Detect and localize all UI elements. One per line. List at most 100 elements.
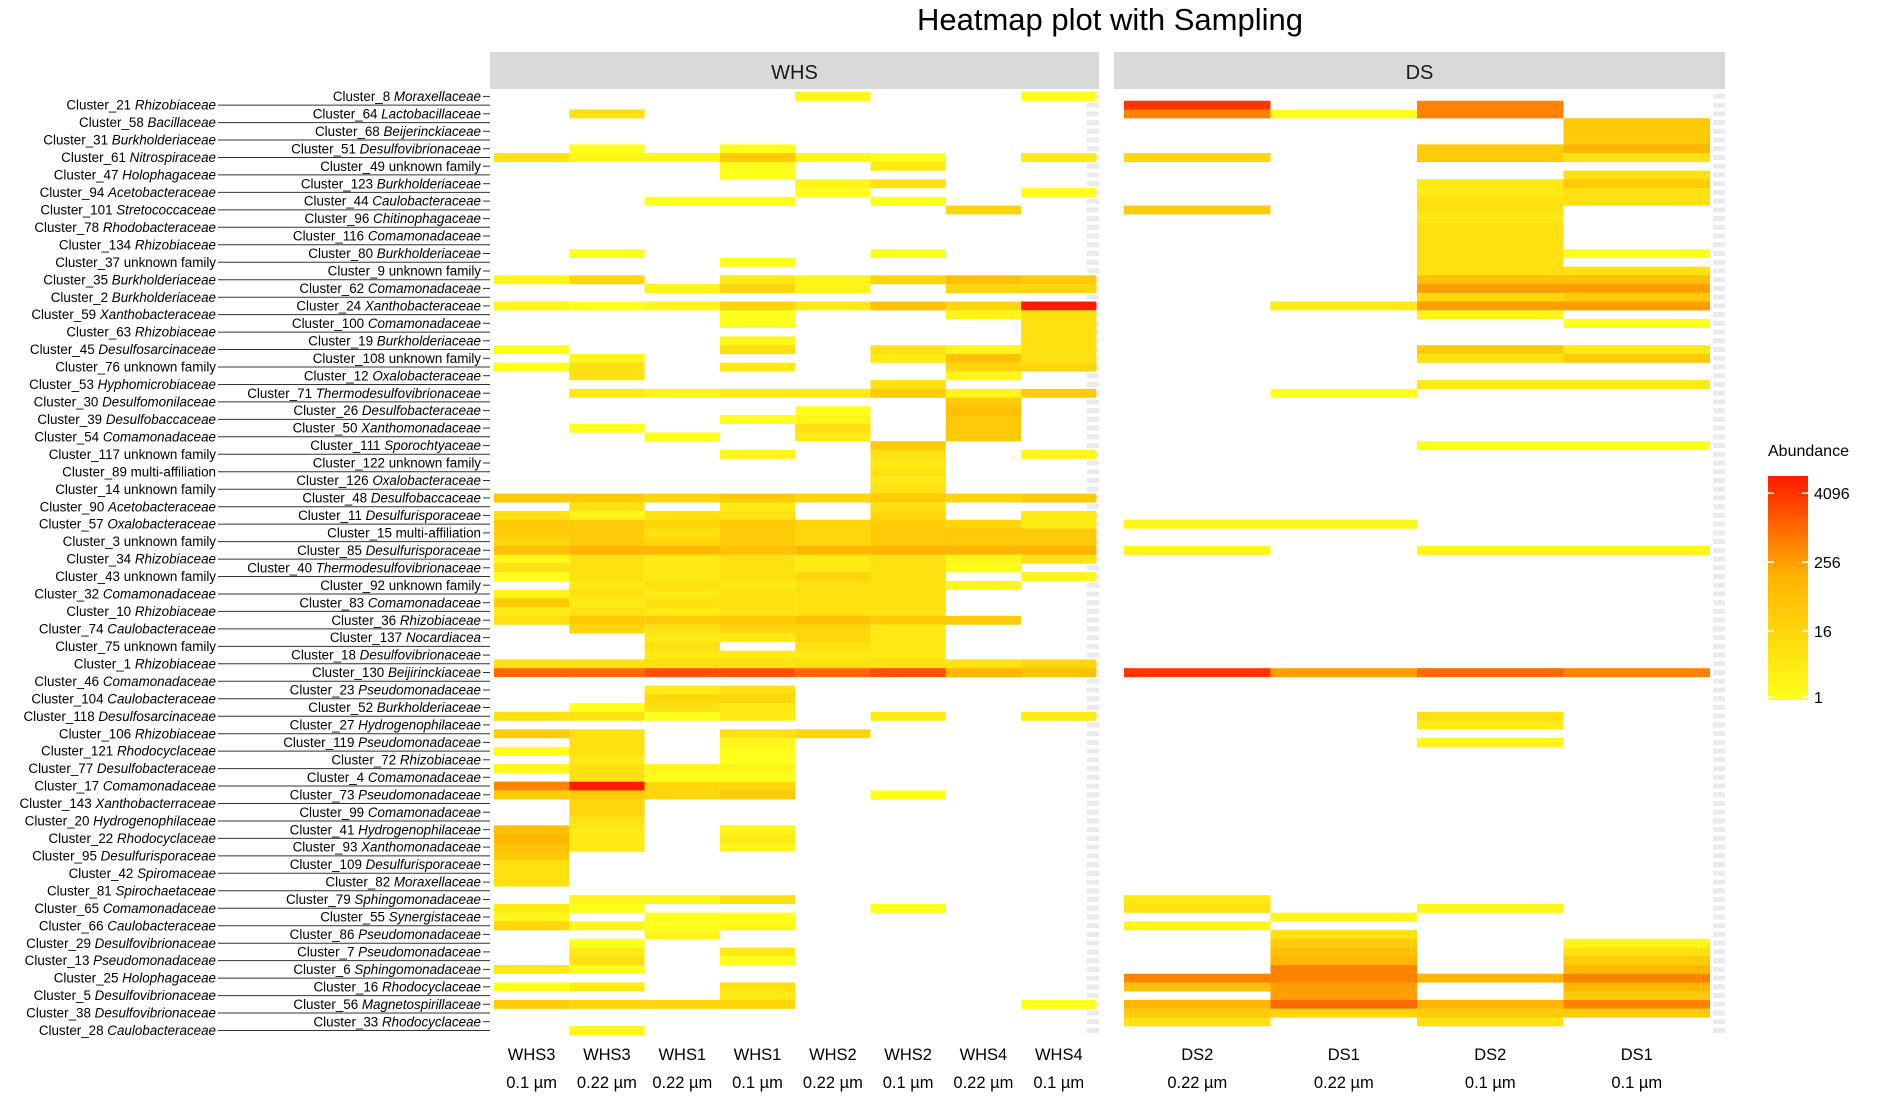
heatmap-cell [569, 807, 645, 817]
heatmap-cell [569, 755, 645, 765]
heatmap-cell [494, 851, 570, 861]
heatmap-cell [795, 188, 871, 197]
heatmap-cell [569, 816, 645, 826]
heatmap-cell [870, 598, 946, 608]
x-tick-filter: 0.1 µm [883, 1074, 934, 1092]
row-label: Cluster_89 multi-affiliation [62, 464, 216, 479]
heatmap-cell [644, 493, 720, 503]
heatmap-cell [1563, 292, 1710, 302]
heatmap-cell [1270, 109, 1417, 119]
legend: Abundance 4096 256 16 1 [1768, 443, 1850, 707]
heatmap-cell [644, 196, 720, 206]
row-label: Cluster_137 Nocardiacea [330, 630, 481, 645]
row-label: Cluster_1 Rhizobiaceae [74, 656, 216, 671]
heatmap-cell [644, 764, 720, 774]
heatmap-cell [569, 572, 645, 582]
heatmap-cell [870, 380, 946, 390]
heatmap-cell [1563, 179, 1710, 189]
heatmap-cell [569, 790, 645, 800]
row-label: Cluster_46 Comamonadaceae [34, 674, 216, 689]
heatmap-cell [1417, 711, 1564, 721]
heatmap-cell [569, 615, 645, 625]
heatmap-cell [644, 511, 720, 520]
heatmap-cell [870, 458, 946, 468]
heatmap-cell [1124, 973, 1271, 983]
heatmap-cell [870, 161, 946, 171]
heatmap-cell [569, 956, 645, 966]
heatmap-cell [1417, 205, 1564, 215]
heatmap-cell [1417, 179, 1564, 189]
heatmap-cell [1270, 991, 1417, 1001]
heatmap-cell [870, 353, 946, 363]
row-label: Cluster_93 Xanthomonadaceae [293, 840, 481, 855]
legend-tick-label: 4096 [1814, 486, 1850, 503]
heatmap-cell [494, 275, 570, 285]
heatmap-cell [569, 362, 645, 372]
heatmap-cell [494, 572, 570, 582]
heatmap-cell [719, 257, 796, 267]
x-tick-sample: WHS3 [508, 1046, 556, 1064]
heatmap-cell [1563, 441, 1710, 451]
heatmap-cell [1563, 991, 1710, 1001]
row-label: Cluster_15 multi-affiliation [327, 526, 481, 541]
heatmap-cell [719, 196, 796, 206]
heatmap-cell [719, 415, 796, 424]
heatmap-cell [494, 842, 570, 852]
heatmap-cell [494, 563, 570, 573]
row-label: Cluster_8 Moraxellaceae [333, 89, 481, 104]
heatmap-cell [569, 353, 645, 363]
row-label: Cluster_42 Spiromaceae [69, 866, 216, 881]
row-label: Cluster_108 unknown family [313, 351, 482, 366]
heatmap-cell [945, 284, 1022, 293]
row-label: Cluster_76 unknown family [55, 360, 216, 375]
heatmap-cell [494, 519, 570, 529]
heatmap-cell [1417, 738, 1564, 747]
heatmap-cell [719, 982, 796, 992]
heatmap-cell [569, 711, 645, 721]
heatmap-cell [870, 196, 946, 206]
heatmap-cell [1563, 1008, 1710, 1018]
heatmap-cell [644, 563, 720, 573]
heatmap-cell [719, 746, 796, 756]
heatmap-cell [1124, 1017, 1271, 1027]
heatmap-cell [945, 388, 1022, 398]
heatmap-cell [569, 371, 645, 381]
heatmap-cell [644, 921, 720, 931]
heatmap-cell [945, 554, 1022, 564]
heatmap-cell [494, 528, 570, 538]
heatmap-cell [1563, 275, 1710, 285]
heatmap-cell [1270, 388, 1417, 398]
heatmap-cell [1417, 100, 1564, 110]
heatmap-cell [945, 415, 1022, 424]
row-label: Cluster_101 Stretococcaceae [40, 203, 216, 218]
heatmap-cell [945, 301, 1022, 311]
heatmap-cell [795, 598, 871, 608]
heatmap-cell [719, 685, 796, 695]
heatmap-cell [945, 615, 1022, 625]
row-label: Cluster_77 Desulfobacteraceae [28, 761, 216, 776]
heatmap-cell [870, 668, 946, 678]
heatmap-cell [870, 493, 946, 503]
heatmap-cell [569, 554, 645, 564]
row-label: Cluster_109 Desulfurisporaceae [290, 857, 481, 872]
heatmap-cell [569, 659, 645, 669]
heatmap-cell [1270, 938, 1417, 948]
heatmap-cell [644, 301, 720, 311]
heatmap-cell [1417, 1008, 1564, 1018]
heatmap-cell [1124, 519, 1271, 529]
heatmap-cell [569, 668, 645, 678]
row-label: Cluster_35 Burkholderiaceae [43, 272, 216, 287]
row-label: Cluster_44 Caulobacteraceae [304, 194, 481, 209]
heatmap-cell [644, 703, 720, 713]
heatmap-cell [644, 650, 720, 660]
heatmap-cell [719, 668, 796, 678]
row-label: Cluster_134 Rhizobiaceae [59, 237, 216, 252]
heatmap-cell [494, 921, 570, 931]
heatmap-cell [1021, 284, 1097, 293]
heatmap-cell [644, 895, 720, 905]
heatmap-cell [1563, 144, 1710, 154]
row-label: Cluster_62 Comamonadaceae [299, 281, 481, 296]
heatmap-cell [719, 170, 796, 180]
heatmap-cell [1417, 310, 1564, 320]
x-tick-sample: WHS3 [583, 1046, 631, 1064]
